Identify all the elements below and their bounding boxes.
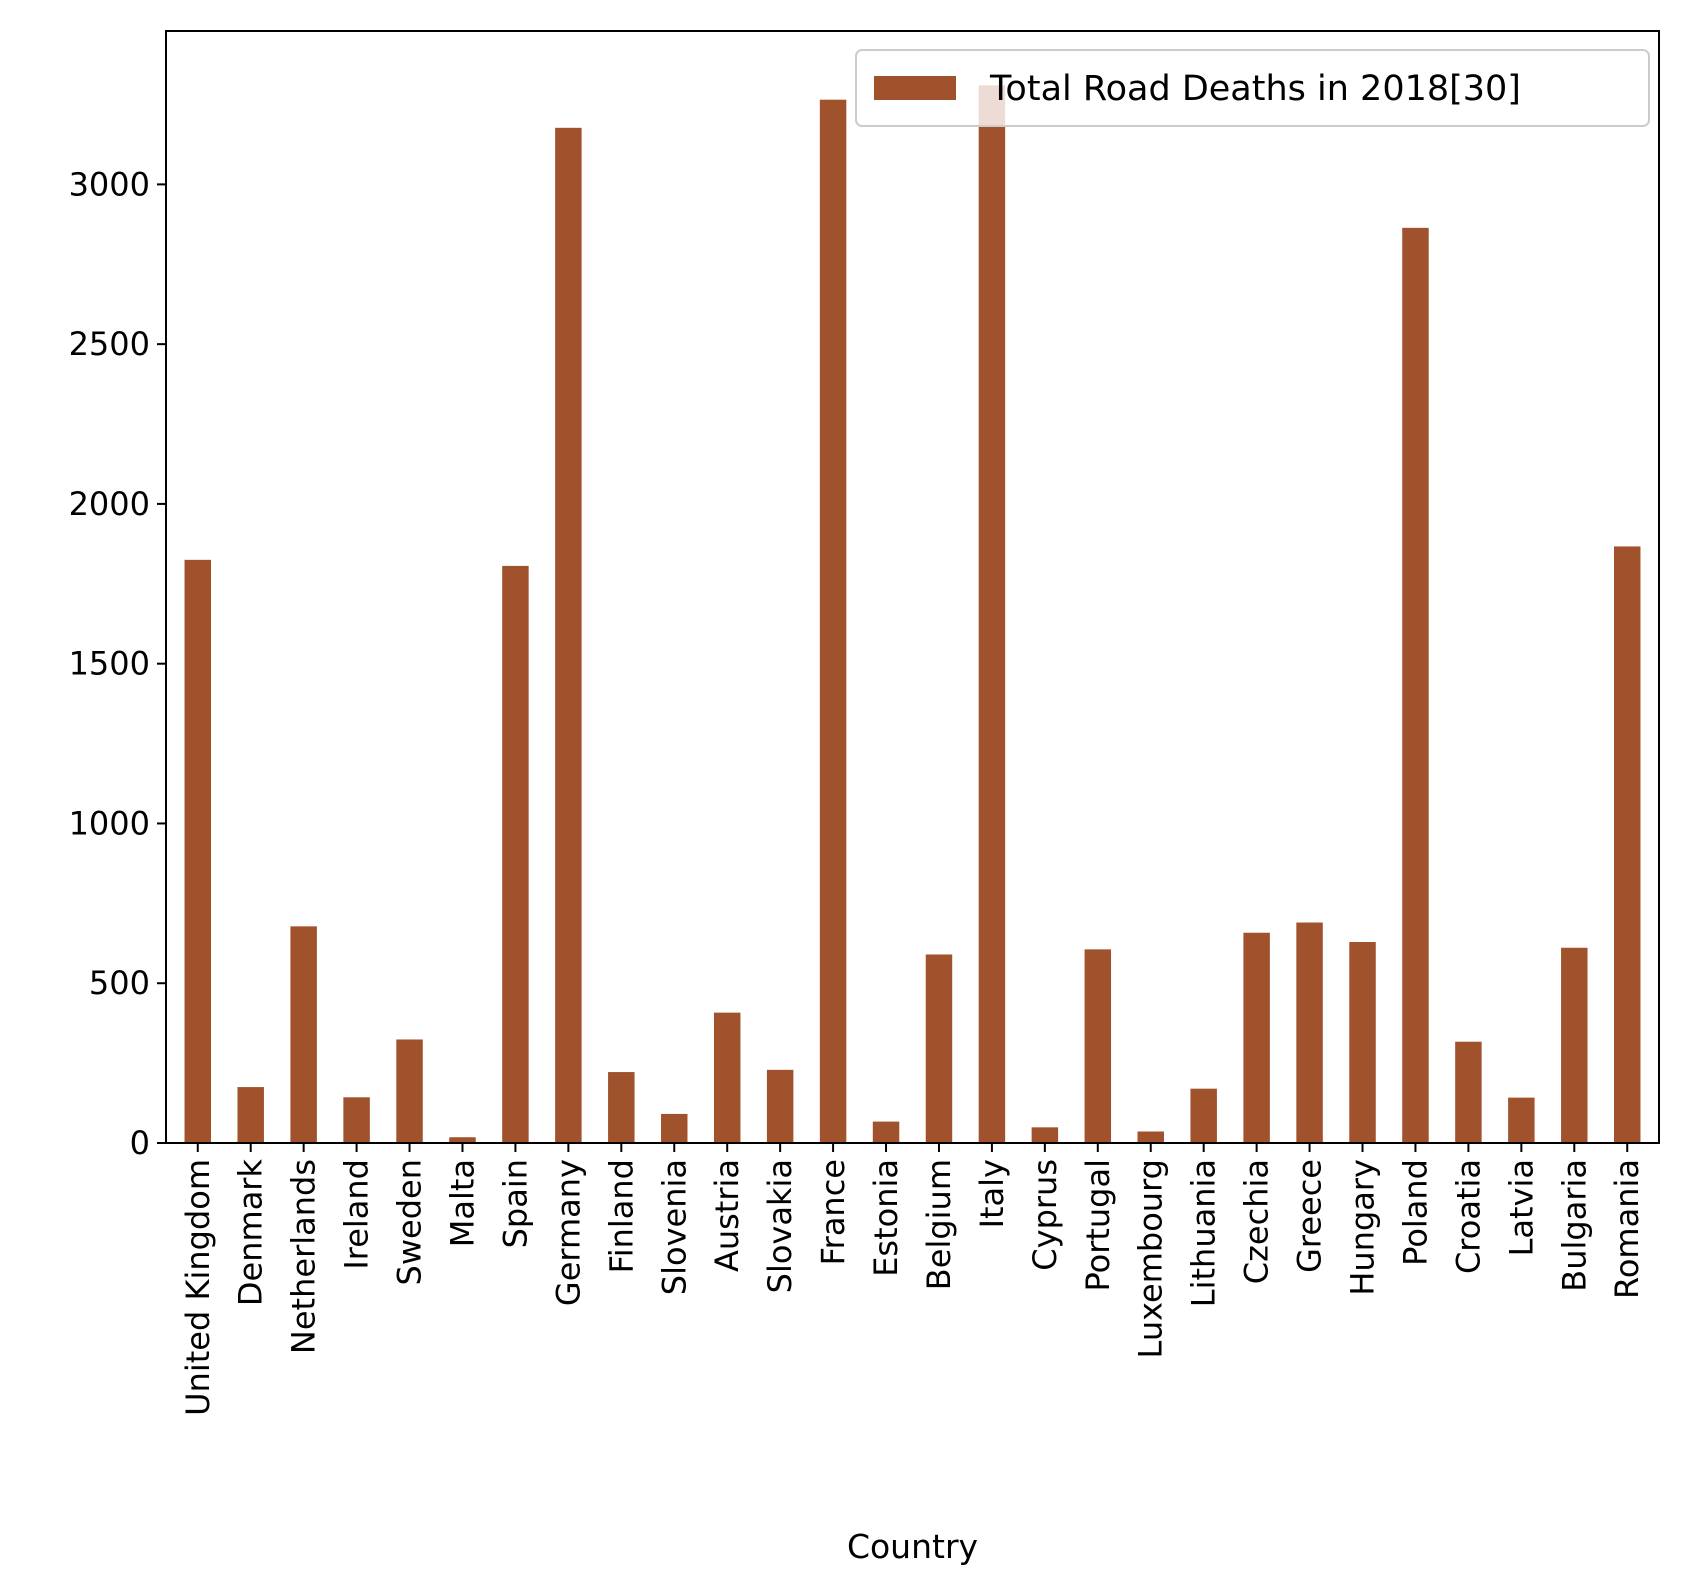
bar xyxy=(661,1113,688,1143)
bar xyxy=(502,565,529,1143)
bar xyxy=(237,1087,264,1143)
x-tick-label: Slovakia xyxy=(761,1159,799,1293)
x-axis-title: Country xyxy=(847,1527,978,1566)
y-tick-label: 3000 xyxy=(69,165,150,203)
bar xyxy=(1402,227,1429,1143)
bar xyxy=(872,1121,900,1143)
x-tick-label: Luxembourg xyxy=(1132,1159,1170,1358)
bar xyxy=(713,1012,741,1143)
x-tick-label: Greece xyxy=(1291,1159,1329,1273)
bar xyxy=(819,99,847,1143)
bar xyxy=(555,127,582,1144)
bar xyxy=(290,926,317,1143)
bar xyxy=(1613,546,1641,1143)
bar xyxy=(184,559,212,1143)
bar xyxy=(1296,922,1323,1143)
x-tick-label: Czechia xyxy=(1238,1159,1276,1284)
x-tick-label: Finland xyxy=(602,1159,640,1273)
x-tick-label: Portugal xyxy=(1079,1159,1117,1292)
bar xyxy=(1561,947,1588,1143)
plot-frame xyxy=(165,30,1660,1144)
x-tick-label: Spain xyxy=(496,1159,534,1248)
bar xyxy=(1349,942,1376,1143)
x-tick-label: United Kingdom xyxy=(179,1159,217,1416)
y-axis: 0 500 1000 1500 2000 2500 3000 xyxy=(69,165,166,1162)
legend-box xyxy=(855,49,1650,127)
legend-swatch xyxy=(874,76,956,100)
x-tick-label: Netherlands xyxy=(285,1159,323,1354)
x-tick-label: Austria xyxy=(708,1159,746,1272)
bar xyxy=(1508,1097,1535,1143)
x-tick-label: Sweden xyxy=(391,1159,429,1285)
y-tick-label: 1500 xyxy=(69,645,150,683)
x-tick-label: Denmark xyxy=(232,1159,270,1307)
y-tick-label: 1000 xyxy=(69,804,150,842)
bars-layer xyxy=(184,85,1641,1144)
x-axis: United Kingdom Denmark Netherlands Ireland S… xyxy=(179,1143,1646,1416)
x-tick-label: Latvia xyxy=(1502,1159,1540,1256)
x-tick-label: Slovenia xyxy=(655,1159,693,1295)
x-tick-label: Croatia xyxy=(1449,1159,1487,1274)
bar xyxy=(1243,932,1270,1143)
bar xyxy=(1455,1041,1482,1143)
x-tick-label: France xyxy=(814,1159,852,1265)
x-tick-label: Malta xyxy=(443,1159,481,1247)
bar xyxy=(766,1069,794,1143)
x-tick-label: Cyprus xyxy=(1026,1159,1064,1271)
x-tick-label: Hungary xyxy=(1344,1159,1382,1296)
x-tick-label: Italy xyxy=(973,1159,1011,1228)
bar xyxy=(925,954,953,1143)
x-tick-label: Poland xyxy=(1396,1159,1434,1266)
y-tick-label: 2500 xyxy=(69,325,150,363)
bar xyxy=(1137,1131,1164,1143)
x-tick-label: Romania xyxy=(1608,1159,1646,1299)
x-tick-label: Germany xyxy=(549,1159,587,1306)
x-tick-label: Lithuania xyxy=(1185,1159,1223,1307)
y-tick-label: 0 xyxy=(130,1124,150,1162)
bar xyxy=(396,1039,423,1143)
x-tick-label: Ireland xyxy=(338,1159,376,1270)
x-tick-label: Belgium xyxy=(920,1159,958,1290)
bar xyxy=(978,85,1006,1144)
x-tick-label: Bulgaria xyxy=(1555,1159,1593,1292)
legend-label: Total Road Deaths in 2018[30] xyxy=(989,69,1521,109)
y-tick-label: 500 xyxy=(89,964,150,1002)
bar xyxy=(608,1072,635,1143)
bar xyxy=(1190,1088,1217,1143)
legend: Total Road Deaths in 2018[30] xyxy=(855,49,1650,127)
bar xyxy=(1031,1127,1059,1143)
y-tick-label: 2000 xyxy=(69,485,150,523)
x-tick-label: Estonia xyxy=(867,1159,905,1277)
bar xyxy=(449,1137,476,1143)
bar xyxy=(343,1097,370,1143)
bar xyxy=(1084,949,1112,1143)
